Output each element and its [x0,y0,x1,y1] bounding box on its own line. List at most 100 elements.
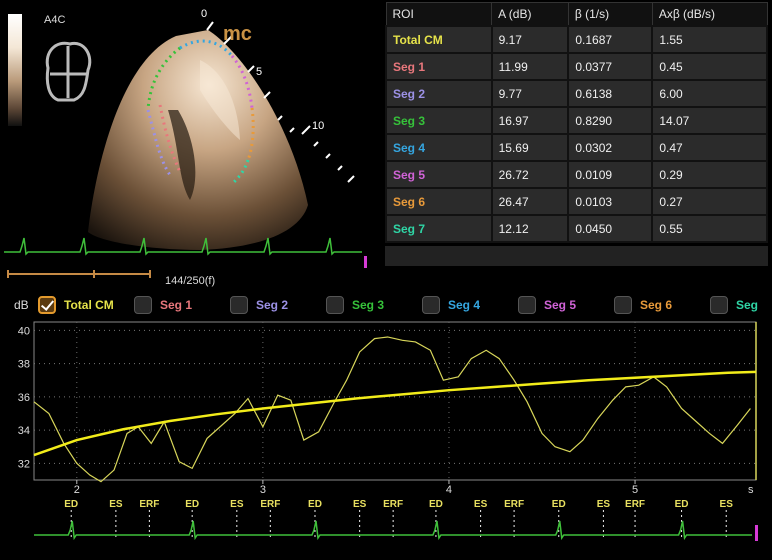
roi-seg-6-outline [246,107,255,161]
cell-axb: 0.47 [651,133,768,162]
cell-roi: Total CM [385,25,493,54]
checkbox-icon[interactable] [230,296,248,314]
checkbox-icon[interactable] [422,296,440,314]
y-tick-label: 38 [18,359,30,371]
cell-beta: 0.6138 [567,79,654,108]
event-label: ES [474,499,488,510]
table-row[interactable]: Seg 5 26.72 0.0109 0.29 [385,160,768,189]
event-label: ED [552,499,566,510]
plot-frame [33,321,757,481]
event-label: ERF [260,499,280,510]
legend-item[interactable]: Seg [710,296,758,314]
ultrasound-scan: mc [4,21,367,278]
event-label: ERF [383,499,403,510]
legend-item[interactable]: Seg 4 [422,296,480,314]
checkbox-icon[interactable] [710,296,728,314]
ecg-cursor-top[interactable] [364,256,367,268]
cell-axb: 1.55 [651,25,768,54]
ultrasound-image-panel: A4C [0,0,380,290]
cell-beta: 0.0302 [567,133,654,162]
roi-results-table: ROI A (dB) β (1/s) Axβ (dB/s) Total CM 9.… [385,2,768,243]
event-label: ES [230,499,244,510]
legend-item[interactable]: Seg 2 [230,296,288,314]
cell-axb: 6.00 [651,79,768,108]
event-label: ES [597,499,611,510]
overlay-letters: mc [223,23,252,45]
legend-item[interactable]: Seg 1 [134,296,192,314]
roi-seg-7-outline [232,159,250,184]
checkbox-icon[interactable] [518,296,536,314]
cell-a: 26.47 [490,187,570,216]
cell-a: 11.99 [490,52,570,81]
cell-beta: 0.8290 [567,106,654,135]
cell-a: 15.69 [490,133,570,162]
cell-axb: 0.29 [651,160,768,189]
series-line-fit [33,370,757,457]
event-label: ES [720,499,734,510]
cell-roi: Seg 7 [385,214,493,243]
x-tick-label: 4 [446,484,452,496]
event-label: ED [675,499,689,510]
checkbox-icon[interactable] [614,296,632,314]
event-label: ED [429,499,443,510]
roi-seg-1-outline [158,104,182,173]
checkbox-icon[interactable] [134,296,152,314]
event-label: ED [185,499,199,510]
ecg-trace-bottom [34,520,752,541]
cell-beta: 0.0377 [567,52,654,81]
x-tick-label: 2 [74,484,80,496]
header-a: A (dB) [491,2,569,27]
event-label: ERF [625,499,645,510]
cell-roi: Seg 5 [385,160,493,189]
cell-a: 9.77 [490,79,570,108]
cell-roi: Seg 3 [385,106,493,135]
event-label: ED [308,499,322,510]
depth-mark-0: 0 [201,8,208,20]
legend-label: Seg 2 [256,298,289,312]
checkbox-icon[interactable] [326,296,344,314]
cell-axb: 14.07 [651,106,768,135]
table-row[interactable]: Seg 7 12.12 0.0450 0.55 [385,214,768,243]
legend-label: Seg 6 [640,298,673,312]
checkbox-checked-icon[interactable] [38,296,56,314]
legend-label: Seg 1 [160,298,193,312]
depth-scale [206,21,355,183]
cell-a: 12.12 [490,214,570,243]
table-row[interactable]: Seg 4 15.69 0.0302 0.47 [385,133,768,162]
table-header-row: ROI A (dB) β (1/s) Axβ (dB/s) [385,2,768,27]
legend-item[interactable]: Seg 3 [326,296,384,314]
x-tick-label: 3 [260,484,266,496]
cine-slider[interactable] [7,270,151,278]
four-chamber-heart-icon [45,41,92,102]
cell-roi: Seg 1 [385,52,493,81]
cell-beta: 0.1687 [567,25,654,54]
event-label: ERF [139,499,159,510]
event-label: ERF [504,499,524,510]
cell-beta: 0.0103 [567,187,654,216]
y-axis-unit: dB [14,298,29,312]
depth-mark-10: 10 [312,120,325,132]
table-row[interactable]: Total CM 9.17 0.1687 1.55 [385,25,768,54]
grayscale-bar [8,14,22,126]
cell-roi: Seg 6 [385,187,493,216]
legend-label: Seg 3 [352,298,385,312]
ultrasound-sector [88,30,308,250]
legend-item[interactable]: Total CM [38,296,114,314]
cell-a: 16.97 [490,106,570,135]
table-row[interactable]: Seg 2 9.77 0.6138 6.00 [385,79,768,108]
cell-beta: 0.0109 [567,160,654,189]
legend-item[interactable]: Seg 6 [614,296,672,314]
table-row[interactable]: Seg 3 16.97 0.8290 14.07 [385,106,768,135]
x-axis-unit: s [748,484,754,496]
table-row[interactable]: Seg 6 26.47 0.0103 0.27 [385,187,768,216]
table-row[interactable]: Seg 1 11.99 0.0377 0.45 [385,52,768,81]
header-roi: ROI [385,2,493,27]
cell-axb: 0.45 [651,52,768,81]
legend-label: Total CM [64,298,114,312]
legend-label: Seg 4 [448,298,481,312]
ecg-cursor-bottom[interactable] [755,525,758,541]
x-tick-label: 5 [632,484,638,496]
series-line-raw [33,336,751,483]
legend-item[interactable]: Seg 5 [518,296,576,314]
header-axb: Axβ (dB/s) [651,2,768,27]
